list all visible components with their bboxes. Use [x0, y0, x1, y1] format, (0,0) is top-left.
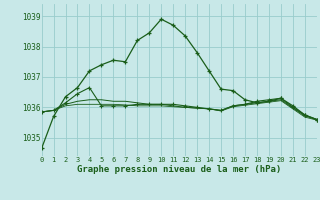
- X-axis label: Graphe pression niveau de la mer (hPa): Graphe pression niveau de la mer (hPa): [77, 165, 281, 174]
